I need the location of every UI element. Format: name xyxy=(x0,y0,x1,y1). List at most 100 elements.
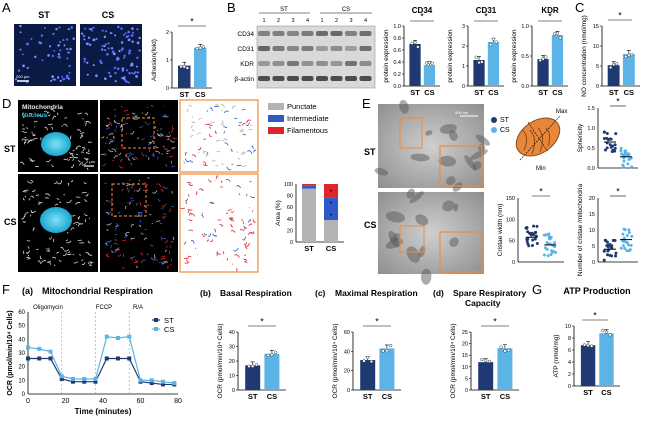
mito-filament xyxy=(55,180,62,185)
y-axis-label: Cristae width (nm) xyxy=(497,204,504,257)
chart-cristae-number: 0 5 10 15 20 * Number of cristae /mitochondria xyxy=(577,184,638,277)
mito-filament xyxy=(220,180,223,183)
panel-c-letter: C xyxy=(575,0,584,15)
series-point xyxy=(71,379,75,384)
mito-filament xyxy=(28,198,31,201)
cell-dot xyxy=(114,71,117,75)
mito-filament xyxy=(130,186,134,189)
cell-dot xyxy=(83,60,86,63)
mito-filament xyxy=(190,229,194,232)
mito-filament xyxy=(187,210,190,213)
mito-filament xyxy=(244,245,248,249)
data-point xyxy=(582,343,587,347)
mito-filament xyxy=(24,195,27,198)
mito-filament xyxy=(63,249,70,252)
mito-filament xyxy=(75,153,79,156)
bar-st xyxy=(478,362,494,390)
data-point xyxy=(251,364,255,368)
mito-filament xyxy=(188,183,193,186)
cell-dot xyxy=(121,67,124,70)
mito-filament xyxy=(162,217,165,220)
x-tick-label: ST xyxy=(248,392,258,401)
data-point xyxy=(410,41,414,45)
mito-filament xyxy=(28,140,31,143)
mito-filament xyxy=(231,163,234,165)
mito-filament xyxy=(137,211,143,216)
mito-filament xyxy=(183,241,187,245)
scatter-point xyxy=(630,165,634,169)
series-point xyxy=(161,379,165,384)
mito-filament xyxy=(106,117,110,120)
mito-filament xyxy=(198,117,202,121)
series-point xyxy=(172,381,177,386)
scatter-point xyxy=(530,243,534,247)
mito-filament xyxy=(36,248,39,250)
legend-label: CS xyxy=(164,325,174,334)
data-point xyxy=(558,36,562,40)
st-adhesion-image xyxy=(14,24,76,86)
panel-f-sub-a: (a) xyxy=(22,286,33,296)
cell-dot xyxy=(53,49,56,52)
y-tick-label: 0 xyxy=(596,84,599,90)
mito-filament xyxy=(229,218,235,222)
mito-filament xyxy=(230,230,236,233)
scatter-point xyxy=(554,250,558,254)
mito-filament xyxy=(134,156,138,160)
sub-panel-label: (c) xyxy=(315,288,326,298)
y-tick-label: 5 xyxy=(596,64,599,70)
cell-dot xyxy=(59,79,62,82)
y-axis-label: Number of cristae /mitochondria xyxy=(577,184,584,277)
scatter-point xyxy=(603,238,607,242)
mito-filament xyxy=(164,240,168,243)
series-point xyxy=(59,376,64,381)
blot-band xyxy=(258,76,270,81)
panel-b-letter: B xyxy=(227,0,236,15)
y-tick-label: 0.5 xyxy=(587,146,595,152)
mito-filament xyxy=(113,250,117,254)
data-point xyxy=(503,349,507,353)
x-tick-label: ST xyxy=(363,392,373,401)
scatter-point xyxy=(531,238,535,242)
mito-filament xyxy=(170,129,173,133)
cell-dot xyxy=(130,34,134,37)
y-tick-label: 20 xyxy=(462,342,468,348)
scale-bar-a-label: 200 μm xyxy=(16,74,30,79)
cell-dot xyxy=(72,37,75,40)
y-axis-label: OCR (pmol/min/10⁴ Cells) xyxy=(332,323,339,398)
stacked-bar-filamentous xyxy=(324,184,338,198)
mito-filament xyxy=(241,122,246,126)
mito-filament xyxy=(62,123,68,127)
significance-star: * xyxy=(375,317,379,327)
cell-dot xyxy=(104,30,107,33)
cell-dot xyxy=(51,75,55,78)
stacked-bar-filamentous xyxy=(302,184,316,186)
mito-filament xyxy=(117,254,122,257)
mito-filament xyxy=(78,159,81,163)
y-tick-label: 80 xyxy=(287,194,293,200)
cell-dot xyxy=(122,56,125,59)
x-tick-label: 60 xyxy=(137,398,145,405)
mito-filament xyxy=(139,202,141,206)
y-tick-label: 50 xyxy=(18,324,25,330)
cell-dot xyxy=(58,56,62,59)
cell-dot xyxy=(66,38,69,41)
mito-filament xyxy=(187,194,190,197)
cell-dot xyxy=(83,38,86,41)
mito-filament xyxy=(114,114,117,118)
bar-cs xyxy=(551,35,564,86)
cell-dot xyxy=(122,34,125,36)
st-tem-inset xyxy=(439,145,483,187)
cell-dot xyxy=(26,66,29,69)
series-point xyxy=(26,356,30,361)
series-point xyxy=(116,335,120,340)
mito-filament xyxy=(240,151,247,155)
mito-filament xyxy=(164,164,168,167)
series-point xyxy=(149,378,154,383)
bar-st xyxy=(537,59,549,86)
mito-filament xyxy=(77,223,83,227)
x-tick-label: CS xyxy=(552,88,562,97)
panel-a-cs-label: CS xyxy=(102,10,115,20)
mito-filament xyxy=(209,201,214,204)
data-point xyxy=(487,359,492,364)
